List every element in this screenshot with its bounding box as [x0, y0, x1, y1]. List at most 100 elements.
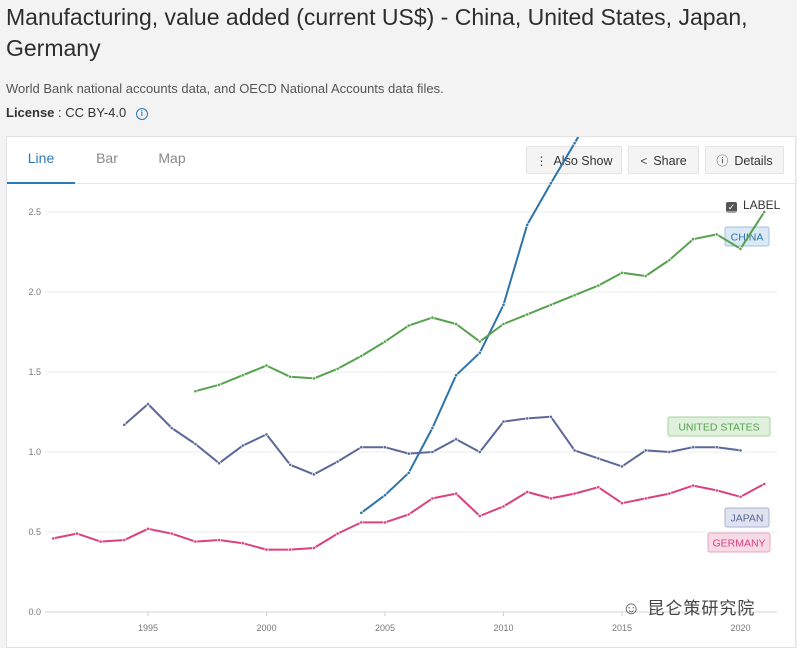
germany-point [169, 531, 174, 536]
japan-point [240, 443, 245, 448]
united-states-label-box [667, 416, 771, 437]
united-states-point [714, 232, 719, 237]
details-button[interactable]: ⓘ Details [705, 146, 784, 174]
united-states-point [620, 270, 624, 275]
japan-point [264, 432, 269, 437]
united-states-point [691, 237, 696, 242]
china-point [430, 426, 435, 430]
united-states-point [335, 366, 340, 371]
x-tick-label: 2000 [256, 623, 276, 633]
germany-point [51, 536, 56, 541]
germany-point [335, 531, 340, 536]
share-label: Share [653, 154, 687, 168]
japan-point [525, 416, 530, 421]
japan-point [572, 448, 577, 453]
china-point [359, 510, 364, 515]
germany-point [572, 491, 577, 496]
info-circle-icon: ⓘ [716, 154, 729, 168]
license-value: : CC BY-4.0 [58, 105, 127, 120]
united-states-point [572, 293, 577, 298]
germany-point [264, 547, 269, 552]
germany-point [288, 547, 293, 552]
y-tick-label: 2.5 [28, 207, 41, 217]
china-line [360, 137, 580, 514]
wechat-icon: ☺ [622, 598, 642, 618]
germany-point [406, 512, 411, 517]
united-states-point [264, 363, 269, 368]
germany-point [620, 501, 624, 506]
label-toggle[interactable]: ✓ LABEL [726, 198, 780, 213]
germany-point [667, 491, 672, 496]
united-states-point [406, 323, 411, 328]
germany-point [75, 531, 79, 536]
united-states-point [288, 374, 293, 379]
china-point [572, 141, 577, 146]
united-states-series-label: UNITED STATES [678, 422, 759, 434]
germany-point [762, 482, 767, 486]
japan-point [383, 445, 387, 450]
germany-point [193, 539, 198, 544]
more-vertical-icon: ⋮ [535, 154, 548, 168]
japan-point [311, 472, 316, 477]
chart-card: Line Bar Map ⋮ Also Show < Share ⓘ Details … [6, 136, 796, 648]
united-states-point [549, 302, 553, 307]
japan-point [691, 445, 696, 450]
united-states-point [738, 246, 743, 251]
watermark: ☺ 昆仑策研究院 [622, 594, 755, 619]
china-point [549, 181, 553, 186]
germany-point [477, 514, 482, 518]
x-tick-label: 2015 [612, 623, 632, 633]
tab-line[interactable]: Line [7, 137, 75, 184]
japan-point [430, 450, 435, 454]
share-icon: < [640, 154, 648, 168]
tab-bar: Line Bar Map ⋮ Also Show < Share ⓘ Details [7, 137, 795, 184]
united-states-point [311, 376, 316, 381]
germany-point [311, 546, 316, 550]
label-toggle-text: LABEL [743, 198, 781, 212]
china-point [525, 222, 530, 227]
united-states-point [359, 354, 364, 358]
x-tick-label: 2005 [375, 623, 395, 633]
y-tick-label: 0.5 [28, 527, 41, 537]
germany-point [691, 483, 696, 488]
japan-point [122, 422, 127, 427]
united-states-point [667, 258, 672, 262]
license-line: License : CC BY-4.0 i [6, 105, 148, 120]
page-title: Manufacturing, value added (current US$)… [6, 4, 748, 61]
germany-point [240, 541, 245, 546]
japan-line [123, 403, 741, 476]
info-icon[interactable]: i [135, 108, 148, 120]
china-point [454, 373, 459, 378]
germany-point [501, 504, 506, 509]
y-tick-label: 1.0 [28, 447, 41, 457]
watermark-text: 昆仑策研究院 [647, 599, 756, 618]
tab-bar-chart[interactable]: Bar [96, 150, 118, 166]
united-states-line [195, 211, 766, 393]
tab-map[interactable]: Map [158, 150, 186, 166]
japan-point [359, 445, 364, 450]
license-label: License [6, 105, 55, 120]
japan-point [643, 448, 648, 453]
details-label: Details [734, 154, 773, 168]
label-checkbox[interactable]: ✓ [726, 202, 737, 213]
japan-point [477, 450, 482, 454]
x-tick-label: 1995 [138, 623, 158, 633]
germany-point [454, 491, 459, 496]
china-point [383, 493, 387, 498]
germany-point [98, 539, 103, 544]
germany-point [596, 485, 601, 490]
line-chart: 0.00.51.01.52.02.53.03.54.04.51995200020… [28, 137, 777, 633]
japan-series-label: JAPAN [730, 513, 763, 525]
germany-point [146, 526, 150, 531]
japan-point [620, 464, 624, 469]
united-states-point [217, 382, 222, 387]
source-note: World Bank national accounts data, and O… [6, 81, 444, 96]
japan-label-box [724, 507, 770, 528]
china-label-box [724, 226, 770, 247]
share-button[interactable]: < Share [628, 146, 699, 174]
also-show-button[interactable]: ⋮ Also Show [526, 146, 622, 174]
japan-point [146, 402, 150, 406]
japan-point [667, 450, 672, 454]
china-point [477, 350, 482, 355]
japan-point [193, 442, 198, 446]
